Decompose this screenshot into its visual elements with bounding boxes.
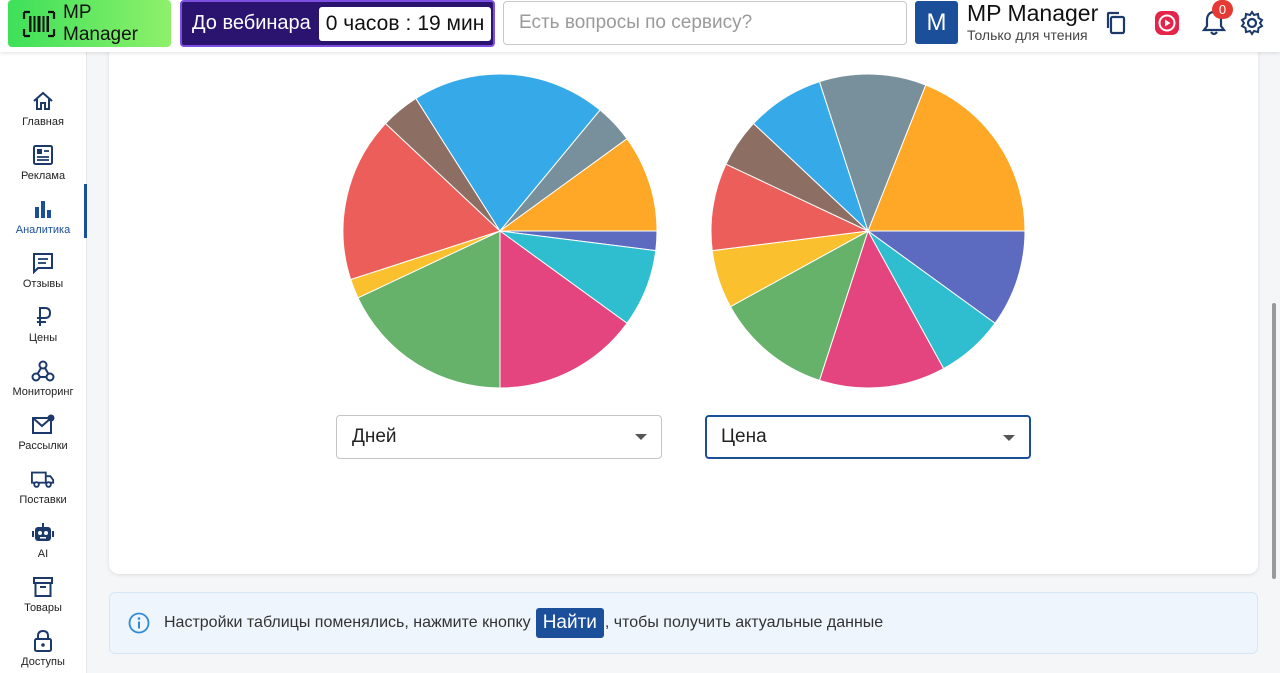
sidebar-item-access[interactable]: Доступы: [0, 626, 86, 673]
sidebar-item-monitoring[interactable]: Мониторинг: [0, 356, 86, 410]
gear-icon[interactable]: [1237, 8, 1267, 38]
truck-icon: [31, 467, 55, 491]
sidebar-item-label: Мониторинг: [12, 386, 74, 398]
sidebar-item-ads[interactable]: Реклама: [0, 140, 86, 194]
timer-minutes: 19 мин: [417, 11, 485, 35]
logo-button[interactable]: MP Manager: [8, 0, 171, 47]
pie-slice[interactable]: [818, 229, 945, 389]
info-text-after: , чтобы получить актуальные данные: [604, 614, 884, 631]
video-icon[interactable]: [1152, 8, 1182, 38]
sidebar-item-label: Главная: [22, 116, 64, 128]
sidebar-item-label: Аналитика: [15, 224, 71, 236]
sidebar-item-label: Цены: [28, 332, 58, 344]
webinar-label: До вебинара: [192, 12, 311, 34]
bar-chart-icon: [31, 197, 55, 221]
chat-icon: [31, 251, 55, 275]
sidebar-item-label: Товары: [24, 602, 62, 614]
sidebar-item-home[interactable]: Главная: [0, 86, 86, 140]
info-icon: [128, 612, 150, 634]
pie-slice[interactable]: [357, 230, 501, 389]
notification-count-badge: 0: [1212, 0, 1233, 19]
ruble-icon: [31, 305, 55, 329]
webinar-timer: 0 часов : 19 мин: [318, 6, 492, 41]
price-select[interactable]: Цена: [705, 415, 1031, 459]
analytics-card: [109, 40, 1258, 574]
pie-slice[interactable]: [499, 230, 628, 389]
sidebar-item-mailings[interactable]: Рассылки: [0, 410, 86, 464]
sidebar-item-label: Доступы: [21, 656, 65, 668]
pie-slice[interactable]: [415, 73, 601, 232]
robot-icon: [31, 521, 55, 545]
pie-slice[interactable]: [866, 230, 1026, 324]
home-icon: [31, 89, 55, 113]
lock-icon: [31, 629, 55, 653]
webhook-icon: [31, 359, 55, 383]
pie-slice[interactable]: [498, 138, 658, 232]
sidebar-item-supplies[interactable]: Поставки: [0, 464, 86, 518]
pie-slice[interactable]: [729, 229, 869, 381]
sidebar-item-analytics[interactable]: Аналитика: [0, 184, 87, 248]
timer-hours: 0 часов: [325, 11, 400, 35]
pie-slice[interactable]: [342, 122, 501, 281]
info-banner: Настройки таблицы поменялись, нажмите кн…: [109, 592, 1258, 654]
timer-separator: :: [405, 11, 412, 35]
pie-chart-price: [710, 73, 1026, 389]
avatar[interactable]: M: [915, 1, 958, 44]
scrollbar[interactable]: [1272, 303, 1276, 579]
sidebar-item-label: Отзывы: [22, 278, 64, 290]
sidebar-item-label: Поставки: [19, 494, 67, 506]
info-text-before: Настройки таблицы поменялись, нажмите кн…: [164, 614, 531, 631]
webinar-countdown-button[interactable]: До вебинара 0 часов : 19 мин: [180, 0, 495, 47]
days-select-value: Дней: [352, 426, 397, 447]
sidebar-item-prices[interactable]: Цены: [0, 302, 86, 356]
pie-slice[interactable]: [867, 84, 1026, 232]
barcode-logo-icon: [22, 10, 56, 38]
pie-slice[interactable]: [818, 73, 927, 233]
logo-text: MP Manager: [63, 1, 138, 45]
copy-icon[interactable]: [1101, 8, 1131, 38]
pie-slice[interactable]: [710, 163, 870, 252]
support-search-input[interactable]: [503, 1, 907, 45]
archive-icon: [31, 575, 55, 599]
find-button[interactable]: Найти: [535, 608, 604, 638]
ad-icon: [31, 143, 55, 167]
sidebar: Главная Реклама Аналитика Отзывы Цены Мо…: [0, 52, 87, 673]
days-select[interactable]: Дней: [336, 415, 662, 459]
pie-chart-days: [342, 73, 658, 389]
chevron-down-icon: [1003, 435, 1015, 441]
account-name: MP Manager: [967, 0, 1099, 26]
sidebar-item-label: Рассылки: [18, 440, 68, 452]
sidebar-item-label: AI: [37, 548, 49, 560]
sidebar-item-products[interactable]: Товары: [0, 572, 86, 626]
price-select-value: Цена: [721, 426, 767, 447]
top-bar: MP Manager До вебинара 0 часов : 19 мин …: [0, 0, 1280, 52]
sidebar-item-label: Реклама: [20, 170, 66, 182]
sidebar-item-ai[interactable]: AI: [0, 518, 86, 572]
sidebar-item-reviews[interactable]: Отзывы: [0, 248, 86, 302]
mail-icon: [31, 413, 55, 437]
chevron-down-icon: [635, 434, 647, 440]
account-role: Только для чтения: [967, 27, 1088, 43]
